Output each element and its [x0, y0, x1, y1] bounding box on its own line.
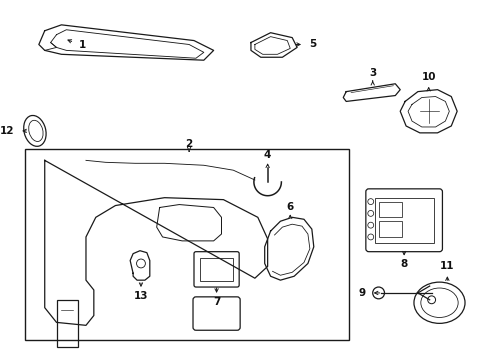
- Bar: [374, 198, 433, 243]
- Bar: [25, 149, 348, 340]
- Text: 4: 4: [264, 150, 271, 161]
- Bar: [378, 221, 401, 237]
- Text: 5: 5: [308, 40, 316, 49]
- Text: 9: 9: [358, 288, 365, 298]
- Text: 8: 8: [400, 260, 407, 269]
- Text: 1: 1: [78, 40, 85, 50]
- Text: 3: 3: [368, 68, 376, 78]
- Text: 13: 13: [133, 291, 148, 301]
- Bar: [378, 202, 401, 217]
- Text: 7: 7: [212, 297, 220, 307]
- Text: 10: 10: [421, 72, 435, 82]
- Text: 12: 12: [0, 126, 15, 136]
- Text: 11: 11: [439, 261, 454, 271]
- Text: 6: 6: [286, 202, 293, 212]
- Bar: [57, 300, 78, 347]
- Bar: [200, 257, 233, 281]
- Text: 2: 2: [185, 139, 192, 149]
